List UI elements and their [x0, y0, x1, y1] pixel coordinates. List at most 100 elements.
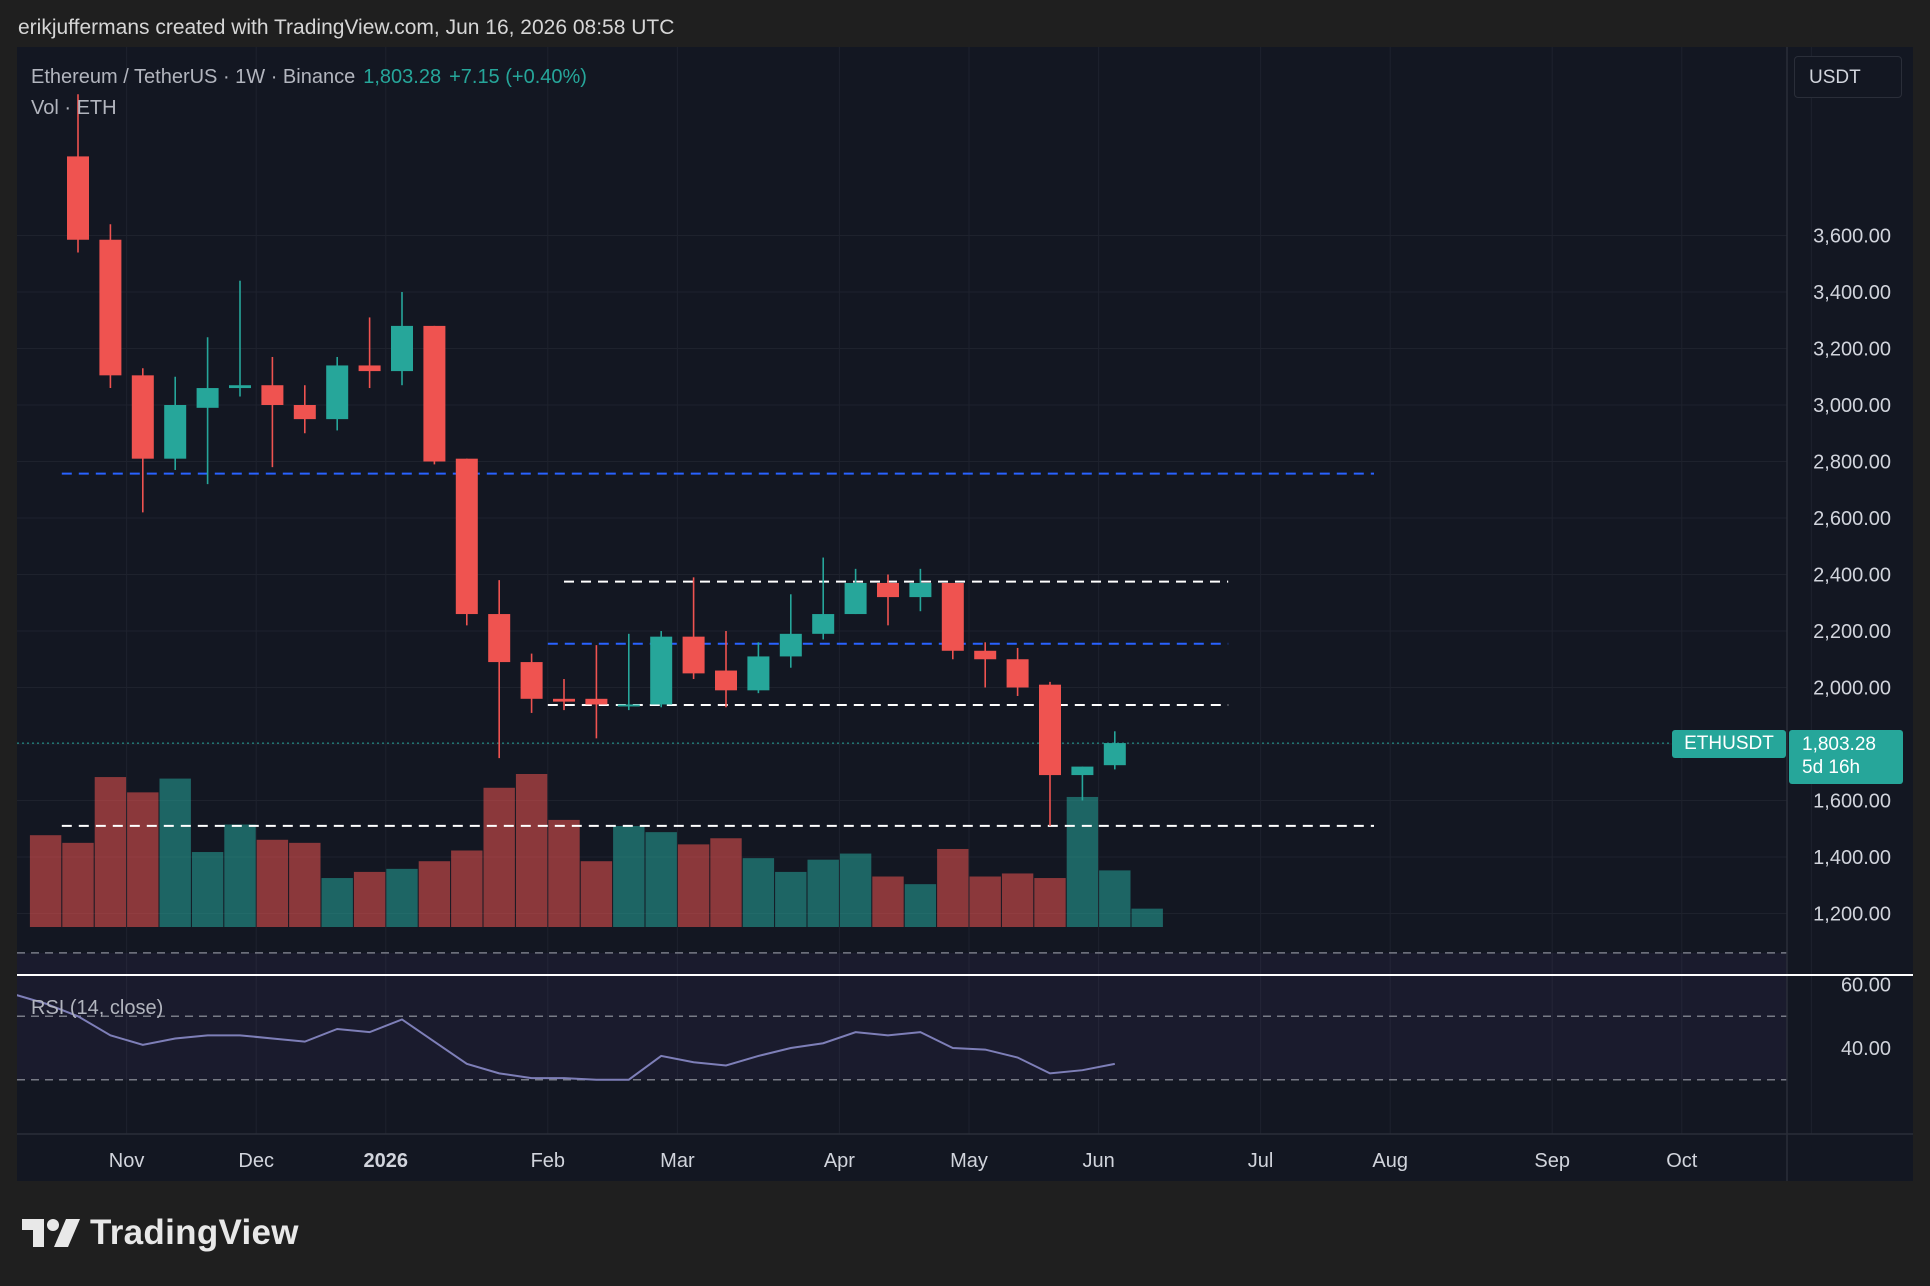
price-axis-label: 1,200.00 — [1813, 904, 1891, 926]
tradingview-logo-text: TradingView — [90, 1213, 299, 1252]
price-axis-label: 2,000.00 — [1813, 678, 1891, 700]
time-axis-label: Sep — [1534, 1150, 1570, 1172]
price-axis-label: 1,600.00 — [1813, 791, 1891, 813]
candle-body — [520, 662, 543, 699]
volume-bar — [1001, 873, 1034, 927]
candle-body — [909, 582, 932, 598]
candle-body — [585, 698, 608, 705]
candle-body — [1039, 684, 1061, 776]
price-axis-label: 3,400.00 — [1813, 282, 1891, 304]
candle-body — [682, 636, 705, 674]
volume-bar — [613, 826, 645, 927]
volume-bar — [224, 824, 256, 927]
volume-bar — [710, 838, 742, 927]
axes: 1,200.001,400.001,600.001,800.002,000.00… — [17, 47, 1913, 1181]
currency-button[interactable]: USDT — [1794, 56, 1902, 98]
volume-bar — [645, 832, 677, 927]
time-axis-label: Mar — [660, 1150, 695, 1172]
volume-bar — [872, 876, 904, 927]
volume-bar — [1066, 796, 1099, 927]
volume-bar — [969, 876, 1001, 927]
tradingview-logo-icon — [22, 1219, 80, 1247]
volume-bar — [418, 861, 451, 927]
candle-body — [99, 239, 122, 376]
time-axis-label: Feb — [531, 1150, 565, 1172]
last-price: 1,803.28 — [363, 66, 442, 88]
bar-countdown: 5d 16h — [1802, 757, 1861, 778]
candle-body — [358, 365, 381, 372]
volume-bar — [548, 819, 580, 927]
candle-body — [974, 650, 997, 660]
price-axis-label: 2,800.00 — [1813, 452, 1891, 474]
candle-body — [747, 656, 770, 691]
candle-body — [650, 636, 673, 705]
volume-bar — [353, 871, 386, 927]
rsi-axis-label: 40.00 — [1841, 1038, 1891, 1060]
tradingview-logo[interactable]: TradingView — [22, 1213, 299, 1253]
rsi-pane — [17, 952, 1787, 1081]
volume-bars — [29, 774, 1163, 927]
volume-bar — [451, 850, 483, 927]
candle-body — [941, 582, 964, 651]
candle-body — [488, 614, 511, 663]
price-axis-label: 1,400.00 — [1813, 847, 1891, 869]
candle-body — [779, 633, 802, 657]
candle-body — [844, 582, 867, 615]
volume-bar — [677, 844, 710, 927]
candle-body — [1071, 766, 1094, 776]
chart-attribution: erikjuffermans created with TradingView.… — [18, 16, 675, 39]
price-chart[interactable]: 1,200.001,400.001,600.001,800.002,000.00… — [17, 47, 1913, 1181]
volume-bar — [29, 835, 62, 927]
volume-bar — [1099, 870, 1131, 927]
candle-body — [164, 405, 187, 459]
candle-body — [229, 385, 251, 389]
volume-bar — [159, 778, 191, 927]
candle-body — [1103, 743, 1126, 766]
last-price-tag: 1,803.28 5d 16h — [1789, 730, 1903, 784]
time-axis-label: Dec — [238, 1150, 274, 1172]
candle-body — [553, 698, 575, 702]
volume-bar — [580, 861, 613, 927]
candle-body — [617, 704, 640, 707]
candle-body — [1006, 659, 1029, 688]
time-axis-label: Aug — [1372, 1150, 1408, 1172]
price-axis-label: 2,400.00 — [1813, 565, 1891, 587]
volume-bar — [775, 871, 807, 927]
volume-bar — [191, 852, 224, 927]
volume-bar — [289, 842, 321, 927]
volume-bar — [127, 792, 159, 927]
candle-body — [812, 614, 835, 634]
volume-bar — [386, 868, 418, 927]
candle-body — [131, 375, 154, 459]
candle-body — [715, 670, 737, 691]
volume-bar — [937, 848, 969, 927]
volume-bar — [62, 842, 94, 927]
candle-body — [391, 325, 413, 372]
price-axis-label: 3,600.00 — [1813, 226, 1891, 248]
horizontal-levels[interactable] — [17, 472, 1787, 827]
price-axis-label: 3,200.00 — [1813, 339, 1891, 361]
volume-legend[interactable]: Vol · ETH — [31, 97, 117, 119]
candle-body — [877, 582, 899, 598]
time-axis-label: May — [950, 1150, 988, 1172]
volume-bar — [1034, 878, 1066, 927]
volume-bar — [839, 853, 872, 927]
candle-body — [423, 325, 446, 462]
price-change: +7.15 (+0.40%) — [449, 66, 587, 88]
candle-body — [67, 156, 89, 240]
rsi-line — [17, 994, 1115, 1081]
time-axis-label: Apr — [824, 1150, 855, 1172]
candle-body — [326, 365, 349, 420]
candle-body — [293, 405, 316, 420]
price-axis-label: 3,000.00 — [1813, 395, 1891, 417]
time-axis-label: Oct — [1666, 1150, 1698, 1172]
symbol-legend[interactable]: Ethereum / TetherUS · 1W · Binance 1,803.… — [31, 66, 587, 89]
symbol-title: Ethereum / TetherUS · 1W · Binance — [31, 66, 356, 88]
volume-bar — [742, 858, 775, 927]
rsi-legend[interactable]: RSI (14, close) — [31, 997, 164, 1019]
symbol-price-tag: ETHUSDT — [1672, 730, 1786, 758]
volume-bar — [515, 774, 548, 927]
time-axis-label: Nov — [109, 1150, 145, 1172]
volume-bar — [807, 859, 839, 927]
volume-bar — [1131, 908, 1163, 927]
